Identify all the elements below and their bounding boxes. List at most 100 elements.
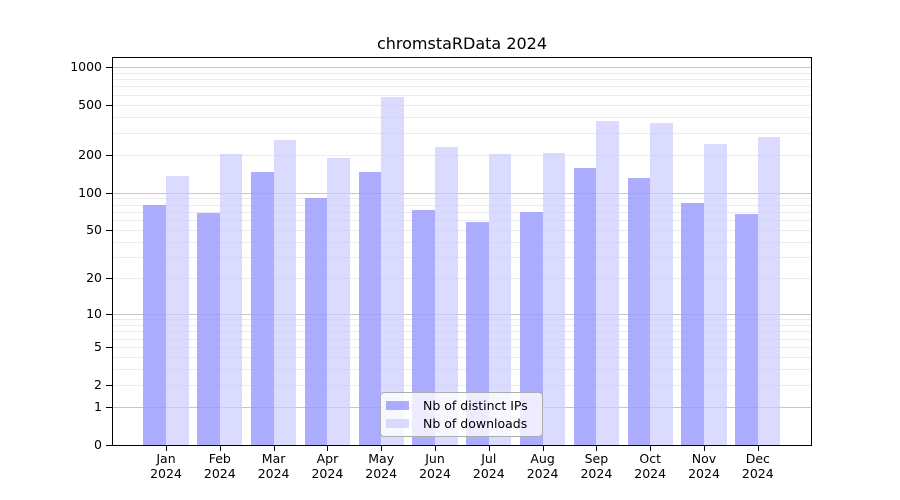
gridline-minor-8 xyxy=(113,324,811,326)
gridline-minor-400 xyxy=(113,117,811,118)
gridline-minor-2 xyxy=(113,384,811,386)
bar-downloads-mar xyxy=(273,140,297,445)
gridline-minor-50 xyxy=(113,229,811,231)
gridline-minor-6 xyxy=(113,338,811,340)
y-tick-5 xyxy=(106,347,112,348)
x-label-dec: Dec 2024 xyxy=(741,451,774,481)
bar-ips-may xyxy=(358,171,382,445)
gridline-major-1000 xyxy=(113,66,811,68)
gridline-minor-300 xyxy=(113,132,811,134)
x-tick-jul xyxy=(488,445,490,451)
x-label-may: May 2024 xyxy=(365,451,398,481)
gridline-minor-800 xyxy=(113,79,811,81)
y-tick-1000 xyxy=(106,66,112,68)
x-label-jun: Jun 2024 xyxy=(419,451,451,481)
y-label-500: 500 xyxy=(78,96,102,112)
gridline-major-10 xyxy=(113,313,811,315)
x-tick-oct xyxy=(650,445,652,451)
bar-downloads-aug xyxy=(542,153,566,445)
y-label-100: 100 xyxy=(78,184,102,200)
x-label-jan: Jan 2024 xyxy=(150,451,182,481)
gridline-minor-700 xyxy=(113,86,811,88)
y-label-1: 1 xyxy=(94,399,102,415)
x-label-feb: Feb 2024 xyxy=(203,451,236,481)
chart-title: chromstaRData 2024 xyxy=(376,34,548,53)
legend-swatch-ips xyxy=(386,401,409,410)
gridline-minor-40 xyxy=(113,241,811,243)
y-tick-2 xyxy=(106,384,112,386)
x-tick-jan xyxy=(166,445,167,451)
gridline-minor-90 xyxy=(113,198,811,200)
gridline-minor-7 xyxy=(113,331,811,333)
bar-ips-sep xyxy=(573,167,597,445)
y-label-50: 50 xyxy=(86,221,102,237)
y-label-2: 2 xyxy=(94,376,102,392)
x-label-oct: Oct 2024 xyxy=(634,451,667,481)
plot-area: Nb of distinct IPs Nb of downloads xyxy=(112,57,812,446)
bar-downloads-nov xyxy=(704,143,727,445)
bar-downloads-dec xyxy=(757,137,781,445)
legend-row-ips: Nb of distinct IPs xyxy=(386,398,536,413)
bar-downloads-sep xyxy=(596,120,619,445)
bar-downloads-may xyxy=(381,97,404,445)
bar-ips-dec xyxy=(735,214,758,445)
x-tick-feb xyxy=(219,445,221,451)
gridline-minor-200 xyxy=(113,154,811,156)
x-tick-jun xyxy=(435,445,436,451)
bar-downloads-apr xyxy=(327,157,350,445)
x-tick-nov xyxy=(704,445,705,451)
x-tick-mar xyxy=(273,445,275,451)
x-tick-aug xyxy=(542,445,544,451)
gridline-minor-80 xyxy=(113,204,811,206)
y-label-20: 20 xyxy=(86,270,102,286)
y-tick-20 xyxy=(106,278,112,280)
bar-ips-feb xyxy=(197,213,220,445)
x-label-jul: Jul 2024 xyxy=(472,451,505,481)
bar-downloads-oct xyxy=(650,123,673,445)
gridline-minor-3 xyxy=(113,369,811,371)
x-label-aug: Aug 2024 xyxy=(526,451,559,481)
bar-ips-jan xyxy=(143,204,166,445)
x-tick-dec xyxy=(757,445,759,451)
gridline-minor-60 xyxy=(113,220,811,221)
gridline-minor-600 xyxy=(113,94,811,96)
y-tick-100 xyxy=(106,192,112,194)
y-label-5: 5 xyxy=(94,339,102,354)
gridline-minor-20 xyxy=(113,278,811,280)
gridline-minor-900 xyxy=(113,72,811,74)
y-label-0: 0 xyxy=(94,437,102,452)
bar-ips-apr xyxy=(304,197,328,445)
y-label-200: 200 xyxy=(78,146,102,162)
bar-downloads-jun xyxy=(435,147,458,445)
bar-downloads-jan xyxy=(166,176,189,445)
y-tick-1 xyxy=(106,407,112,409)
y-label-10: 10 xyxy=(86,305,102,321)
y-tick-0 xyxy=(106,445,112,446)
gridline-minor-9 xyxy=(113,319,811,320)
x-label-sep: Sep 2024 xyxy=(580,451,613,481)
x-tick-may xyxy=(381,445,383,451)
gridline-minor-70 xyxy=(113,211,811,213)
gridline-major-100 xyxy=(113,192,811,194)
bar-ips-mar xyxy=(251,171,274,445)
gridline-minor-500 xyxy=(113,104,811,106)
bar-ips-aug xyxy=(520,211,543,445)
legend-swatch-downloads xyxy=(386,419,409,428)
x-tick-apr xyxy=(327,445,329,451)
legend-label-ips: Nb of distinct IPs xyxy=(423,398,528,413)
bar-downloads-jul xyxy=(488,154,512,445)
y-tick-500 xyxy=(106,104,112,106)
gridline-minor-4 xyxy=(113,356,811,358)
bar-downloads-feb xyxy=(219,153,243,445)
y-tick-200 xyxy=(106,154,112,156)
x-label-nov: Nov 2024 xyxy=(688,451,720,481)
y-tick-50 xyxy=(106,229,112,231)
x-tick-sep xyxy=(596,445,598,451)
gridline-minor-5 xyxy=(113,347,811,348)
x-label-apr: Apr 2024 xyxy=(311,451,344,481)
legend: Nb of distinct IPs Nb of downloads xyxy=(380,392,543,437)
y-tick-10 xyxy=(106,313,112,315)
y-label-1000: 1000 xyxy=(70,58,102,74)
bar-ips-oct xyxy=(627,177,651,445)
